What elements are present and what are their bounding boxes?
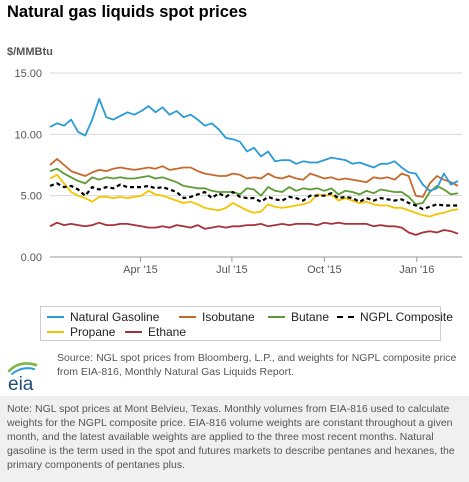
x-tick-label: Jan '16 (399, 264, 434, 276)
chart-title: Natural gas liquids spot prices (7, 3, 248, 21)
legend-swatch-butane (268, 316, 285, 318)
legend-item-isobutane[interactable]: Isobutane (179, 310, 255, 324)
y-tick-label: 5.00 (21, 191, 42, 203)
legend-label-butane: Butane (291, 310, 330, 324)
x-tick-label: Jul '15 (216, 264, 247, 276)
note-text: Note: NGL spot prices at Mont Belvieu, T… (0, 396, 469, 482)
legend-swatch-ethane (125, 331, 142, 333)
legend-item-butane[interactable]: Butane (268, 310, 329, 324)
series-line-ethane (49, 221, 459, 236)
series-line-butane (49, 167, 459, 206)
series-line-propane (49, 173, 459, 218)
eia-logo-icon: eia (7, 362, 38, 393)
y-tick-label: 15.00 (14, 68, 42, 80)
x-tick-label: Oct '15 (307, 264, 342, 276)
gridlines (50, 72, 462, 258)
x-axis-ticks: Apr '15 Jul '15 Oct '15 Jan '16 (123, 257, 434, 276)
legend-label-natural-gasoline: Natural Gasoline (70, 310, 160, 324)
y-tick-label: 0.00 (21, 252, 42, 264)
legend-item-ethane[interactable]: Ethane (125, 325, 186, 339)
series-line-ngpl-composite (49, 182, 458, 211)
source-text: Source: NGL spot prices from Bloomberg, … (57, 352, 457, 378)
legend: Natural Gasoline Isobutane Butane NGPL C… (40, 306, 453, 341)
y-axis-ticks: 0.00 5.00 10.00 15.00 (14, 68, 42, 264)
y-tick-label: 10.00 (14, 129, 42, 141)
legend-label-propane: Propane (70, 325, 116, 339)
series-lines (49, 97, 459, 236)
legend-swatch-natural-gasoline (47, 316, 64, 318)
legend-item-ngpl-composite[interactable]: NGPL Composite (337, 310, 453, 324)
line-chart: 0.00 5.00 10.00 15.00 Apr '15 Jul '15 Oct '15… (14, 68, 462, 276)
legend-item-natural-gasoline[interactable]: Natural Gasoline (47, 310, 159, 324)
legend-swatch-propane (47, 331, 64, 333)
series-line-natural-gasoline (49, 97, 459, 192)
legend-label-ethane: Ethane (148, 325, 187, 339)
legend-swatch-isobutane (179, 316, 196, 318)
x-tick-label: Apr '15 (123, 264, 158, 276)
y-axis-unit-label: $/MMBtu (7, 46, 53, 58)
legend-item-propane[interactable]: Propane (47, 325, 115, 339)
series-line-isobutane (49, 157, 459, 198)
legend-label-ngpl-composite: NGPL Composite (360, 310, 453, 324)
legend-label-isobutane: Isobutane (202, 310, 255, 324)
legend-swatch-ngpl-composite (337, 316, 354, 318)
eia-logo-text: eia (8, 374, 34, 393)
